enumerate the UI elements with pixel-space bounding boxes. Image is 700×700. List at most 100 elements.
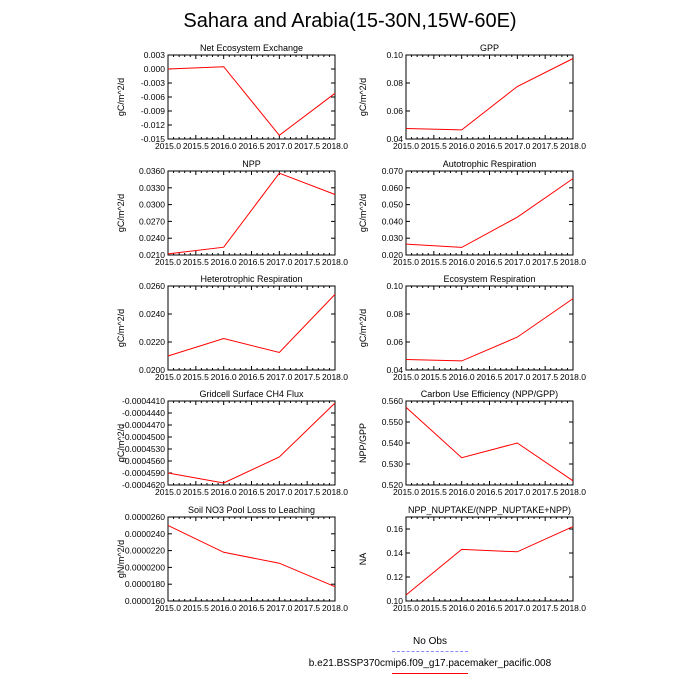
panel-9-ytick-label: 0.0000180 — [125, 579, 165, 589]
panel-2-ytick-label: 0.06 — [386, 106, 403, 116]
panel-3-ytick-label: 0.0300 — [139, 200, 165, 210]
panel-7-xtick-label: 2015.5 — [183, 487, 209, 497]
panel-1-xtick-label: 2017.5 — [294, 141, 320, 151]
panel-10-xtick-label: 2016.0 — [449, 603, 475, 613]
panel-5-xtick-label: 2015.0 — [155, 372, 181, 382]
panel-4-series-line — [405, 178, 574, 248]
panel-2-ytick-label: 0.04 — [386, 134, 403, 144]
panel-8-ytick-label: 0.560 — [382, 396, 404, 406]
legend-obs-line — [392, 651, 468, 652]
panel-1-ytick-label: 0.000 — [144, 64, 166, 74]
panel-8-ylabel: NPP/GPP — [358, 423, 368, 463]
panel-3-xtick-label: 2018.0 — [322, 257, 348, 267]
panel-7-frame — [167, 400, 336, 486]
panel-9-xtick-label: 2015.5 — [183, 603, 209, 613]
panel-4-ytick-label: 0.020 — [382, 250, 404, 260]
panel-7-xtick-label: 2018.0 — [322, 487, 348, 497]
panel-2-xtick-label: 2016.5 — [477, 141, 503, 151]
panel-4-xtick-label: 2017.5 — [532, 257, 558, 267]
panel-4-xtick-label: 2017.0 — [504, 257, 530, 267]
panel-9-xtick-label: 2016.5 — [239, 603, 265, 613]
panel-8-ytick-label: 0.550 — [382, 417, 404, 427]
panel-3-xtick-label: 2016.0 — [211, 257, 237, 267]
panel-5-xtick-label: 2017.0 — [266, 372, 292, 382]
panel-7-xtick-label: 2016.0 — [211, 487, 237, 497]
panel-1-xtick-label: 2015.0 — [155, 141, 181, 151]
panel-9-xtick-label: 2017.5 — [294, 603, 320, 613]
panel-5-ytick-label: 0.0240 — [139, 309, 165, 319]
panel-2-xtick-label: 2016.0 — [449, 141, 475, 151]
panel-10-ytick-label: 0.10 — [386, 596, 403, 606]
panel-9-ylabel: gN/m^2/d — [116, 540, 126, 578]
panel-8-xtick-label: 2016.5 — [477, 487, 503, 497]
panel-10-xtick-label: 2015.0 — [393, 603, 419, 613]
panel-7-xtick-label: 2017.0 — [266, 487, 292, 497]
panel-9-xtick-label: 2018.0 — [322, 603, 348, 613]
panel-9-xtick-label: 2016.0 — [211, 603, 237, 613]
panel-3-xtick-label: 2015.5 — [183, 257, 209, 267]
panel-4-ytick-label: 0.030 — [382, 233, 404, 243]
panel-8-ytick-label: 0.520 — [382, 480, 404, 490]
panel-9-title: Soil NO3 Pool Loss to Leaching — [188, 505, 315, 515]
panel-6-xtick-label: 2015.5 — [421, 372, 447, 382]
panel-4-xtick-label: 2015.5 — [421, 257, 447, 267]
panel-1-xtick-label: 2016.5 — [239, 141, 265, 151]
panel-9-ytick-label: 0.0000240 — [125, 529, 165, 539]
legend-run-label: b.e21.BSSP370cmip6.f09_g17.pacemaker_pac… — [308, 658, 552, 669]
panel-10-ytick-label: 0.16 — [386, 524, 403, 534]
panel-7-xtick-label: 2015.0 — [155, 487, 181, 497]
panel-5-xtick-label: 2016.5 — [239, 372, 265, 382]
panel-3-xtick-label: 2017.0 — [266, 257, 292, 267]
panel-8-xtick-label: 2016.0 — [449, 487, 475, 497]
panel-7-ylabel: gC/m^2/d — [116, 424, 126, 462]
panel-8-xtick-label: 2017.5 — [532, 487, 558, 497]
panel-7-xtick-label: 2016.5 — [239, 487, 265, 497]
panel-4-xtick-label: 2018.0 — [560, 257, 586, 267]
panel-2-title: GPP — [480, 43, 499, 53]
panel-1-xtick-label: 2018.0 — [322, 141, 348, 151]
panel-1-ylabel: gC/m^2/d — [116, 78, 126, 116]
panel-3-ytick-label: 0.0270 — [139, 216, 165, 226]
panel-3-xtick-label: 2016.5 — [239, 257, 265, 267]
panel-7-xtick-label: 2017.5 — [294, 487, 320, 497]
panel-7-ytick-label: -0.0004620 — [122, 480, 165, 490]
panel-7-ytick-label: -0.0004530 — [122, 444, 165, 454]
panel-2-xtick-label: 2015.0 — [393, 141, 419, 151]
panel-6-ytick-label: 0.10 — [386, 281, 403, 291]
panel-7-ytick-label: -0.0004500 — [122, 432, 165, 442]
panel-3-frame — [167, 170, 336, 256]
panel-6-ytick-label: 0.08 — [386, 309, 403, 319]
panel-7-title: Gridcell Surface CH4 Flux — [199, 389, 304, 399]
panel-7-ytick-label: -0.0004440 — [122, 408, 165, 418]
panel-5-ytick-label: 0.0200 — [139, 365, 165, 375]
panel-1-title: Net Ecosystem Exchange — [200, 43, 303, 53]
panel-5-xtick-label: 2018.0 — [322, 372, 348, 382]
legend-obs-label: No Obs — [413, 636, 447, 647]
panel-5-xtick-label: 2015.5 — [183, 372, 209, 382]
panel-8-frame — [405, 400, 574, 486]
panel-10-ytick-label: 0.12 — [386, 572, 403, 582]
panel-2-ytick-label: 0.10 — [386, 50, 403, 60]
panel-1-ytick-label: -0.012 — [141, 120, 165, 130]
panel-10-series-line — [405, 526, 574, 596]
panel-4-ytick-label: 0.050 — [382, 200, 404, 210]
panel-10-ytick-label: 0.14 — [386, 548, 403, 558]
panel-3-title: NPP — [242, 159, 261, 169]
panel-1-series-line — [167, 66, 336, 136]
panel-9-xtick-label: 2017.0 — [266, 603, 292, 613]
panel-8-ytick-label: 0.540 — [382, 438, 404, 448]
panel-3-ytick-label: 0.0240 — [139, 233, 165, 243]
panel-4-title: Autotrophic Respiration — [443, 159, 537, 169]
panel-3-ytick-label: 0.0360 — [139, 166, 165, 176]
panel-6-series-line — [405, 298, 574, 362]
panel-3-ylabel: gC/m^2/d — [116, 194, 126, 232]
panel-1-ytick-label: -0.015 — [141, 134, 165, 144]
panel-4-ylabel: gC/m^2/d — [358, 194, 368, 232]
panel-10-ylabel: NA — [358, 553, 368, 566]
panel-10-xtick-label: 2017.5 — [532, 603, 558, 613]
panel-4-ytick-label: 0.040 — [382, 216, 404, 226]
panel-8-title: Carbon Use Efficiency (NPP/GPP) — [421, 389, 558, 399]
panel-2-xtick-label: 2018.0 — [560, 141, 586, 151]
panel-4-xtick-label: 2016.0 — [449, 257, 475, 267]
